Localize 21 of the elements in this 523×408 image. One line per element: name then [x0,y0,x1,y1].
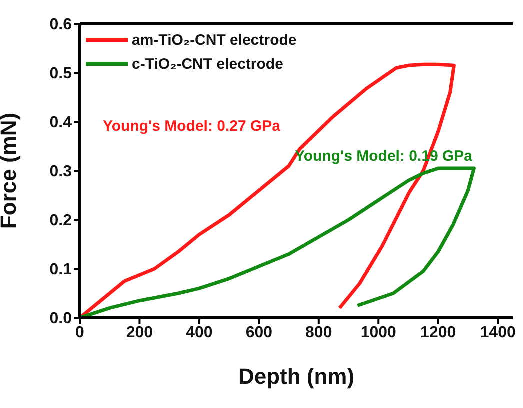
x-axis-title: Depth (nm) [238,364,355,389]
x-tick-label: 0 [76,324,85,342]
line-series [80,166,476,318]
y-tick-label: 0.3 [50,164,72,181]
x-tick-label: 1200 [420,324,456,342]
legend-label: am-TiO₂-CNT electrode [132,32,297,48]
y-tick-label: 0.1 [50,262,72,279]
legend-label: c-TiO₂-CNT electrode [132,56,284,72]
y-axis-title: Force (mN) [0,112,21,230]
y-tick-label: 0.2 [50,212,72,230]
x-tick-label: 600 [246,324,273,342]
y-tick-label: 0.0 [50,310,72,328]
x-tick-label: 1400 [480,324,516,342]
x-tick-label: 1000 [360,324,397,342]
y-tick-label: 0.4 [50,114,72,132]
x-tick-label: 200 [126,324,154,342]
y-tick-label: 0.5 [50,66,72,83]
x-tick-label: 400 [186,324,213,342]
annotation: Young's Model: 0.27 GPa [103,118,280,135]
y-tick-label: 0.6 [50,16,72,34]
x-tick-label: 800 [306,324,332,342]
